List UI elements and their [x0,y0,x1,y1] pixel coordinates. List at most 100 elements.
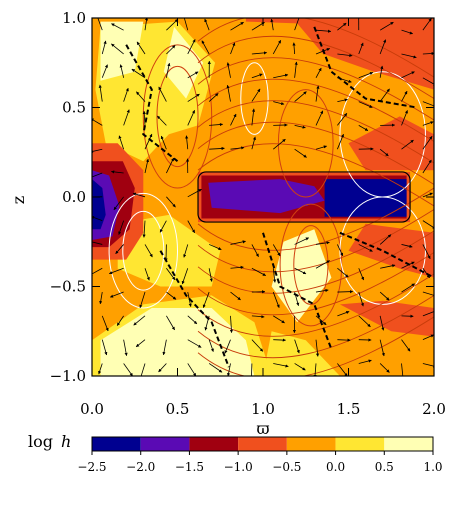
velocity-vector-62 [187,315,198,325]
velocity-vector-71 [187,93,200,102]
velocity-vector-184 [401,339,411,352]
velocity-vector-72 [187,71,199,79]
velocity-vector-133 [292,42,296,55]
x-axis-label: ϖ [256,419,269,438]
velocity-vector-39 [144,133,153,150]
velocity-vector-190 [401,110,408,126]
velocity-vector-197 [422,309,434,317]
velocity-vector-191 [401,90,408,102]
velocity-vector-14 [97,18,103,31]
velocity-vector-98 [230,21,244,31]
velocity-vector-189 [401,139,414,150]
velocity-vector-29 [111,23,124,31]
velocity-vector-55 [157,115,167,126]
dashed-curve-3 [159,250,230,368]
velocity-vector-113 [273,315,285,324]
fieldline-lower-1 [197,209,434,273]
colorbar-swatch-5 [335,437,385,451]
velocity-vector-61 [187,339,202,348]
velocity-vector-194 [401,29,414,35]
velocity-vector-171 [379,363,390,373]
velocity-vector-93 [230,146,245,150]
velocity-vector-121 [272,39,282,55]
velocity-vector-123 [294,363,306,371]
velocity-vector-69 [185,135,189,150]
velocity-vector-107 [251,88,261,102]
fieldline-lower-2 [197,230,434,294]
velocity-vector-19 [108,267,124,275]
velocity-vector-164 [358,244,373,252]
dashed-curve-4 [339,231,434,279]
velocity-vector-32 [133,315,146,326]
velocity-vector-90 [230,291,241,301]
fieldline-upper-0 [197,143,434,207]
velocity-vector-129 [294,148,307,158]
velocity-vector-2 [101,315,109,332]
velocity-vector-119 [273,101,285,106]
velocity-vector-89 [229,315,233,333]
velocity-vector-95 [226,84,231,102]
colorbar-swatch-6 [384,437,433,451]
velocity-vector-166 [358,125,369,131]
velocity-vector-143 [315,85,320,102]
x-tick-label-2: 1.0 [251,400,275,418]
velocity-vector-49 [166,268,176,281]
fieldline-upper-4 [197,57,434,121]
contour-6 [108,192,179,309]
velocity-vector-208 [422,51,434,56]
velocity-vector-4 [92,267,103,276]
colorbar: log h −2.5 −2.0 −1.5 −1.0 −0.5 0.0 0.5 1.0 [28,432,443,474]
velocity-vector-192 [401,71,415,79]
velocity-vector-27 [119,64,125,78]
fieldline-upper-6 [197,18,434,78]
velocity-vector-52 [166,196,176,208]
velocity-vector-203 [422,159,432,174]
velocity-vector-182 [379,21,394,31]
fieldline-upper-3 [197,78,434,142]
velocity-vector-38 [144,158,150,174]
y-axis-ticks: 1.0 0.5 0.0 −0.5 −1.0 [50,9,434,385]
contour-1 [142,44,213,189]
velocity-vector-207 [422,77,434,86]
velocity-vector-198 [422,291,434,297]
velocity-vector-169 [358,42,364,55]
velocity-vector-67 [187,188,202,198]
velocity-vector-53 [166,157,175,174]
velocity-vector-196 [422,334,434,341]
contour-2 [293,225,329,305]
velocity-vector-26 [123,87,129,102]
colorbar-swatch-4 [286,437,336,451]
velocity-vector-47 [166,315,175,331]
velocity-vector-149 [337,310,350,317]
velocity-vector-65 [183,244,189,258]
velocity-vector-81 [209,146,225,151]
x-tick-label-3: 1.5 [337,400,361,418]
velocity-vector-97 [230,42,236,55]
velocity-vector-155 [337,98,348,102]
velocity-vector-54 [160,135,167,150]
colorbar-swatch-3 [238,437,287,451]
velocity-vector-127 [294,267,307,275]
velocity-vector-135 [313,363,317,376]
velocity-vector-174 [379,291,390,301]
color-region-7 [271,229,332,323]
velocity-vector-180 [379,65,384,78]
velocity-vector-70 [187,110,195,126]
velocity-vector-120 [273,73,289,79]
velocity-vector-163 [358,268,364,281]
velocity-vector-16 [123,339,128,357]
velocity-vector-138 [315,288,329,293]
velocity-vector-79 [208,268,213,282]
velocity-vector-175 [380,264,396,269]
velocity-vector-92 [230,240,246,245]
velocity-vector-51 [159,220,167,233]
colorbar-label-prefix: log [28,432,53,451]
velocity-vector-144 [315,67,322,78]
velocity-vector-111 [273,363,289,368]
velocity-vector-23 [111,170,124,174]
velocity-vector-128 [294,237,310,245]
y-tick-label-1: 0.5 [62,99,86,117]
x-tick-label-1: 0.5 [166,400,190,418]
velocity-vector-162 [358,291,364,307]
